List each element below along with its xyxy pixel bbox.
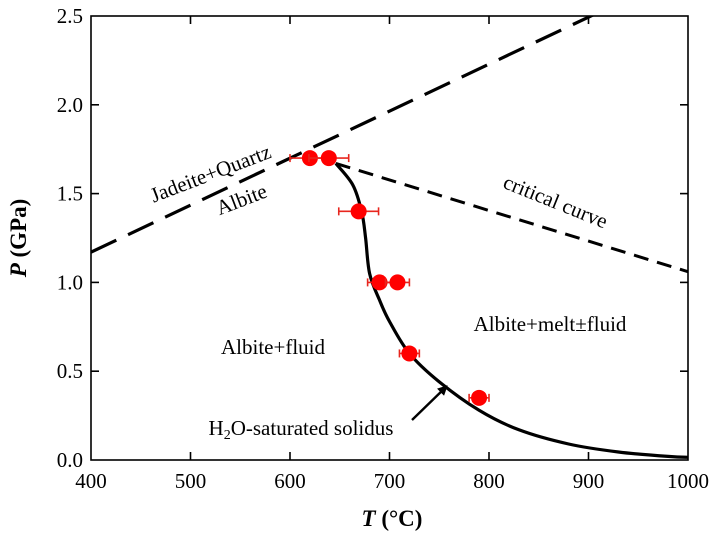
label-albite: Albite xyxy=(213,179,271,220)
y-tick-label: 0.5 xyxy=(57,359,83,383)
y-tick-label: 2.5 xyxy=(57,4,83,28)
line-critical-curve xyxy=(335,161,688,274)
data-point xyxy=(371,274,388,291)
label-solidus-post: O-saturated solidus xyxy=(231,416,394,440)
y-tick-label: 0.0 xyxy=(57,448,83,472)
line-jadeite-quartz-albite xyxy=(91,16,595,254)
label-solidus-pre: H xyxy=(209,416,224,440)
label-critical-curve: critical curve xyxy=(500,170,611,234)
label-albite-fluid: Albite+fluid xyxy=(221,335,325,359)
line-solidus xyxy=(334,162,688,459)
data-points xyxy=(289,150,490,406)
solidus-arrow xyxy=(411,385,448,421)
phase-lines xyxy=(91,16,688,459)
y-axis-label: P (GPa) xyxy=(6,199,31,279)
data-point xyxy=(389,274,406,291)
data-point xyxy=(471,389,488,406)
y-tick-label: 2.0 xyxy=(57,93,83,117)
data-point xyxy=(320,150,337,167)
label-solidus: H2O-saturated solidus xyxy=(209,416,394,443)
plot-frame xyxy=(90,15,689,461)
x-axis-label-unit: (°C) xyxy=(376,506,423,531)
data-point xyxy=(350,203,367,220)
x-axis-label-var: T xyxy=(362,506,377,531)
x-tick-label: 400 xyxy=(75,469,107,493)
x-tick-label: 800 xyxy=(473,469,505,493)
y-tick-label: 1.0 xyxy=(57,270,83,294)
label-albite-melt-fluid: Albite+melt±fluid xyxy=(474,312,627,336)
x-tick-label: 600 xyxy=(274,469,306,493)
x-tick-label: 700 xyxy=(374,469,406,493)
y-tick-label: 1.5 xyxy=(57,182,83,206)
x-tick-label: 900 xyxy=(573,469,605,493)
x-axis-label: T (°C) xyxy=(362,506,423,531)
x-tick-label: 500 xyxy=(175,469,207,493)
axis-ticks: 400 500 600 700 800 900 1000 0.0 0.5 1.0 1.5 2.0 2.5 xyxy=(57,4,709,493)
x-tick-label: 1000 xyxy=(667,469,709,493)
data-point xyxy=(401,345,418,362)
y-axis-label-var: P xyxy=(6,262,31,278)
y-axis-label-unit: (GPa) xyxy=(6,199,31,264)
label-solidus-sub: 2 xyxy=(224,428,231,443)
